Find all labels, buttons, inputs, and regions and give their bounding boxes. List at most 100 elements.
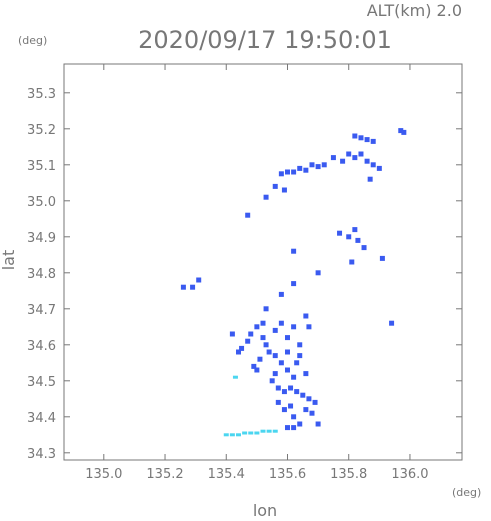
x-tick-label: 135.6 [269, 467, 306, 482]
echo-point [260, 320, 266, 326]
x-tick-label: 135.2 [146, 467, 183, 482]
echo-point [275, 399, 281, 405]
echo-point [364, 137, 370, 143]
echo-point [272, 371, 278, 377]
echo-point [352, 155, 358, 161]
echo-point [281, 389, 287, 395]
echo-point [239, 345, 245, 351]
echo-point [251, 363, 257, 369]
echo-point [254, 324, 260, 330]
echo-point [269, 378, 275, 384]
echo-point [364, 158, 370, 164]
y-tick-label: 35.3 [27, 87, 56, 102]
echo-point [340, 158, 346, 164]
echo-point [303, 407, 309, 413]
echo-point [272, 353, 278, 359]
echo-point [190, 284, 196, 290]
echo-point [337, 230, 343, 236]
echo-point [294, 389, 300, 395]
echo-point [248, 331, 254, 337]
echo-point [260, 429, 266, 433]
x-tick-label: 135.4 [208, 467, 245, 482]
echo-point [389, 320, 395, 326]
echo-point [263, 194, 269, 200]
echo-point [303, 313, 309, 319]
echo-point [401, 129, 407, 135]
echo-point [284, 335, 290, 341]
echo-point [297, 421, 303, 427]
echo-point [291, 374, 297, 380]
echo-point [254, 367, 260, 373]
echo-point [330, 155, 336, 161]
y-tick-label: 34.7 [27, 303, 56, 318]
echo-point [263, 342, 269, 348]
echo-point [260, 335, 266, 341]
echo-point [291, 169, 297, 175]
echo-point [355, 237, 361, 243]
echo-point [236, 349, 242, 355]
echo-point [309, 410, 315, 416]
echo-point [266, 349, 272, 355]
echo-point [352, 133, 358, 139]
echo-point [315, 421, 321, 427]
echo-point [242, 431, 248, 435]
echo-point [306, 396, 312, 402]
echo-point [180, 284, 186, 290]
echo-point [309, 162, 315, 168]
echo-point [257, 356, 263, 362]
echo-point [379, 255, 385, 261]
echo-point [297, 165, 303, 171]
echo-point [312, 399, 318, 405]
y-tick-label: 34.3 [27, 447, 56, 462]
echo-point [367, 176, 373, 182]
plot-frame [63, 63, 463, 461]
echo-point [288, 385, 294, 391]
echo-point [281, 407, 287, 413]
echo-point [229, 433, 235, 437]
echo-point [291, 414, 297, 420]
altitude-label: ALT(km) 2.0 [367, 1, 462, 20]
echo-point [272, 429, 278, 433]
y-axis-label: lat [0, 250, 18, 271]
echo-point [300, 392, 306, 398]
echo-point [278, 320, 284, 326]
y-tick-label: 34.9 [27, 231, 56, 246]
y-unit-label: (deg) [18, 34, 47, 47]
echo-point [291, 281, 297, 287]
x-tick-label: 135.8 [330, 467, 367, 482]
echo-point [315, 164, 321, 170]
echo-point [376, 165, 382, 171]
x-tick-label: 136.0 [391, 467, 428, 482]
y-tick-label: 34.5 [27, 375, 56, 390]
echo-point [303, 167, 309, 173]
echo-point [303, 371, 309, 377]
echo-point [263, 306, 269, 312]
echo-point [294, 360, 300, 366]
x-axis-label: lon [253, 501, 277, 520]
echo-point [254, 431, 260, 435]
echo-point [358, 135, 364, 141]
echo-point [370, 162, 376, 168]
echo-point [288, 403, 294, 409]
y-tick-label: 35.2 [27, 123, 56, 138]
echo-point [352, 227, 358, 233]
echo-point [284, 367, 290, 373]
echo-point [346, 234, 352, 240]
echo-point [278, 360, 284, 366]
echo-point [229, 331, 235, 337]
echo-point [291, 248, 297, 254]
echo-point [232, 375, 238, 379]
echo-point [398, 128, 404, 134]
echo-point [291, 324, 297, 330]
echo-point [281, 187, 287, 193]
echo-point [272, 327, 278, 333]
echo-point [358, 151, 364, 157]
echo-point [346, 151, 352, 157]
echo-point [306, 324, 312, 330]
echo-point [284, 425, 290, 431]
echo-point [321, 162, 327, 168]
x-unit-label: (deg) [452, 486, 481, 499]
echo-point [248, 431, 254, 435]
echo-point [278, 291, 284, 297]
